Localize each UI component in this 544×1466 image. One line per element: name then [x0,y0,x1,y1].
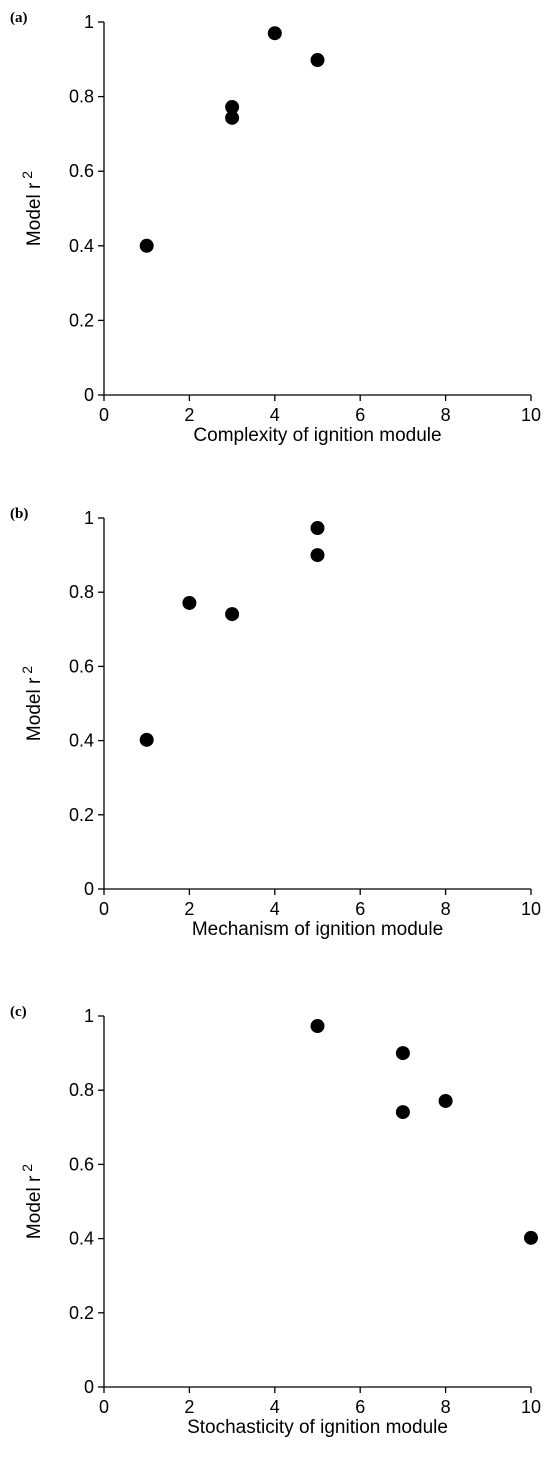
point [139,238,154,253]
panel-label: (a) [10,10,28,26]
x-tick-label: 4 [270,405,280,425]
x-tick-label: 8 [441,1397,451,1417]
x-tick-label: 2 [184,1397,194,1417]
y-tick-label: 0.2 [69,310,94,330]
y-axis-label-superscript: 2 [19,666,35,674]
point [438,1093,453,1108]
point [225,100,240,115]
x-tick-label: 8 [441,899,451,919]
y-tick-label: 0.6 [69,656,94,676]
x-tick-label: 8 [441,405,451,425]
panel-label: (c) [10,1004,27,1020]
x-tick-label: 0 [99,899,109,919]
point [139,732,154,747]
x-tick-label: 4 [270,899,280,919]
y-axis-label-text: Model r [24,182,45,246]
x-tick-label: 4 [270,1397,280,1417]
y-axis-label-text: Model r [24,677,45,741]
point [225,110,240,125]
point [182,595,197,610]
x-tick-label: 10 [521,1397,541,1417]
y-axis-label: Model r 2 [19,666,45,741]
x-tick-label: 6 [355,405,365,425]
y-tick-label: 0.4 [69,236,94,256]
x-tick-label: 2 [184,899,194,919]
y-tick-label: 0.2 [69,1303,94,1323]
y-tick-label: 0.8 [69,582,94,602]
y-tick-label: 0.8 [69,1080,94,1100]
panel-label: (b) [10,506,28,522]
point [310,1019,325,1034]
y-tick-label: 0 [84,879,94,899]
y-tick-label: 0 [84,1377,94,1397]
point [524,1230,538,1245]
point [310,521,325,536]
x-axis-label: Stochasticity of ignition module [187,1417,448,1438]
y-tick-label: 0.6 [69,1154,94,1174]
x-axis-label: Complexity of ignition module [193,425,441,446]
x-tick-label: 10 [521,899,541,919]
x-tick-label: 10 [521,405,541,425]
x-tick-label: 6 [355,899,365,919]
x-tick-label: 6 [355,1397,365,1417]
y-tick-label: 0.4 [69,1229,94,1249]
y-axis-label-text: Model r [24,1175,45,1239]
point [267,26,282,41]
y-axis-label: Model r 2 [19,171,45,246]
x-tick-label: 0 [99,1397,109,1417]
point [395,1105,410,1120]
point [395,1046,410,1061]
y-tick-label: 0.8 [69,87,94,107]
y-tick-label: 1 [84,12,94,32]
y-axis-label-superscript: 2 [19,1164,35,1172]
point [225,607,240,622]
y-tick-label: 1 [84,1006,94,1026]
y-tick-label: 0 [84,385,94,405]
y-tick-label: 1 [84,508,94,528]
y-axis-label-superscript: 2 [19,171,35,179]
y-tick-label: 0.2 [69,805,94,825]
y-tick-label: 0.6 [69,161,94,181]
point [310,53,325,68]
x-axis-label: Mechanism of ignition module [192,919,443,940]
x-tick-label: 2 [184,405,194,425]
y-tick-label: 0.4 [69,731,94,751]
x-tick-label: 0 [99,405,109,425]
y-axis-label: Model r 2 [19,1164,45,1239]
point [310,548,325,563]
